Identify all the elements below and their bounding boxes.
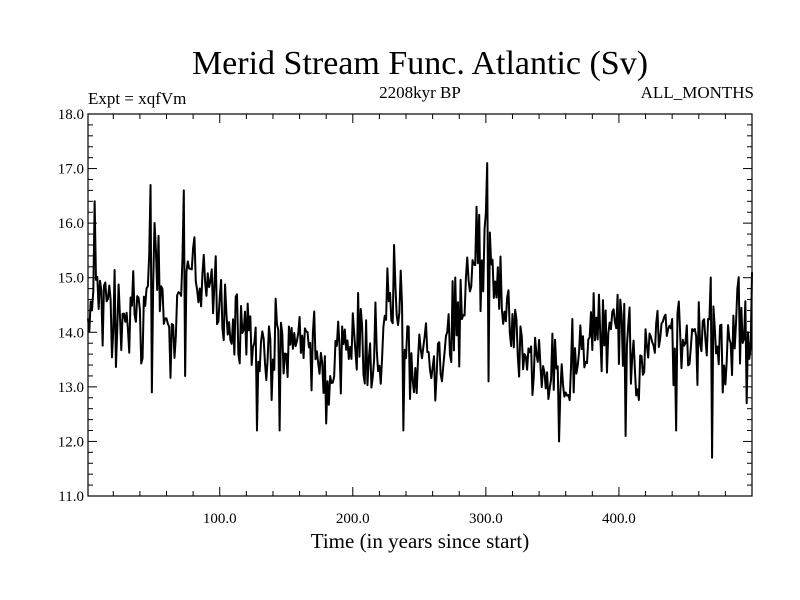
x-tick-label: 300.0 — [469, 511, 503, 527]
y-tick-label: 13.0 — [58, 380, 84, 396]
series-line — [87, 162, 753, 459]
y-tick-label: 16.0 — [58, 216, 84, 232]
y-tick-label: 12.0 — [58, 434, 84, 450]
x-axis-label: Time (in years since start) — [311, 529, 530, 553]
chart-title: Merid Stream Func. Atlantic (Sv) — [192, 45, 648, 82]
plot-frame — [87, 113, 753, 497]
x-tick-label: 400.0 — [602, 511, 636, 527]
y-tick-label: 11.0 — [58, 489, 84, 505]
period-label: 2208kyr BP — [379, 83, 461, 102]
y-tick-label: 18.0 — [58, 107, 84, 123]
y-tick-label: 14.0 — [58, 325, 84, 341]
x-tick-label: 100.0 — [203, 511, 237, 527]
y-tick-label: 15.0 — [58, 271, 84, 287]
y-tick-label: 17.0 — [58, 162, 84, 178]
x-tick-label: 200.0 — [336, 511, 370, 527]
experiment-label: Expt = xqfVm — [88, 89, 186, 108]
months-label: ALL_MONTHS — [641, 83, 754, 102]
